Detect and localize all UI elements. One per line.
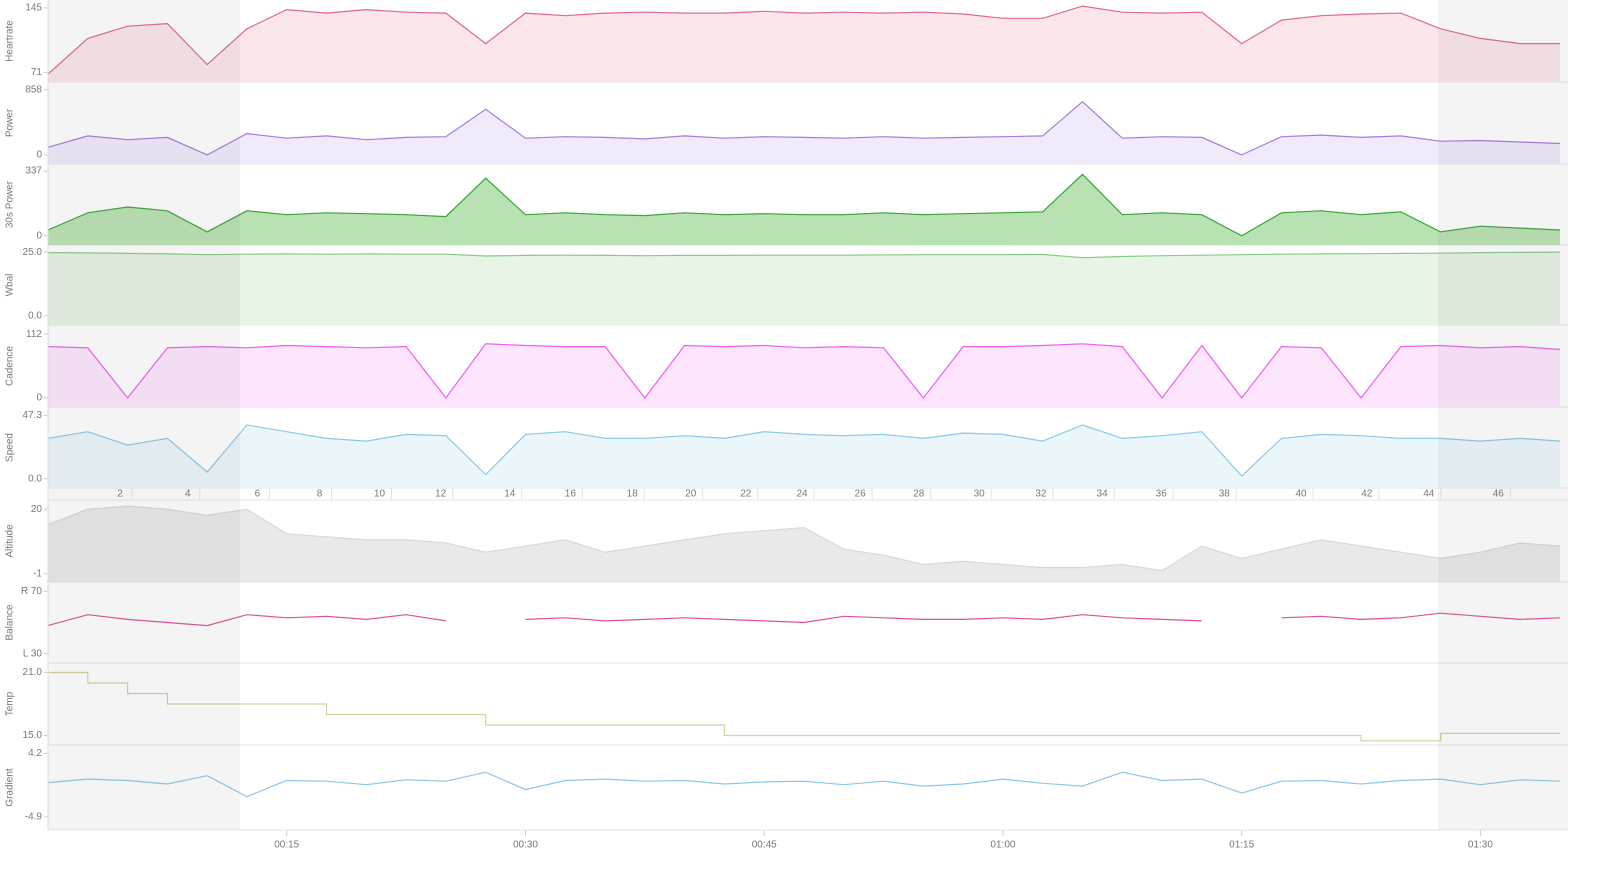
distance-tick-label: 6 bbox=[255, 489, 261, 500]
x-tick-label: 01:30 bbox=[1468, 840, 1493, 851]
y-axis-label: Wbal bbox=[5, 274, 16, 297]
series-line bbox=[47, 771, 1561, 798]
y-tick-label: -1 bbox=[33, 568, 42, 579]
distance-tick-label: 20 bbox=[685, 489, 697, 500]
distance-tick-label: 42 bbox=[1361, 489, 1373, 500]
distance-tick-label: 28 bbox=[913, 489, 925, 500]
unselected-region bbox=[1438, 0, 1568, 830]
y-tick-label: 71 bbox=[31, 67, 43, 78]
y-tick-label: 0 bbox=[36, 150, 42, 161]
distance-tick-label: 22 bbox=[740, 489, 752, 500]
series-line bbox=[1281, 612, 1561, 621]
distance-tick-label: 30 bbox=[974, 489, 986, 500]
y-tick-label: 112 bbox=[26, 329, 42, 340]
y-tick-label: 0 bbox=[36, 230, 42, 241]
distance-tick-label: 38 bbox=[1219, 489, 1231, 500]
area-fill bbox=[48, 252, 1560, 325]
y-tick-label: 337 bbox=[25, 166, 42, 177]
y-axis-label: Heartrate bbox=[5, 20, 16, 62]
area-fill bbox=[48, 174, 1560, 245]
distance-tick-label: 8 bbox=[317, 489, 323, 500]
y-tick-label: 4.2 bbox=[28, 748, 42, 759]
series-line bbox=[47, 251, 1561, 259]
y-axis-label: Gradient bbox=[5, 768, 16, 807]
series-line bbox=[47, 343, 1561, 399]
area-fill bbox=[48, 101, 1560, 164]
y-tick-label: L 30 bbox=[23, 648, 43, 659]
y-tick-label: 858 bbox=[25, 84, 42, 95]
area-fill bbox=[48, 506, 1560, 582]
y-axis-label: 30s Power bbox=[5, 180, 16, 228]
distance-tick-label: 34 bbox=[1097, 489, 1109, 500]
distance-tick-label: 4 bbox=[185, 489, 191, 500]
series-line bbox=[47, 424, 1561, 477]
y-tick-label: 21.0 bbox=[23, 667, 43, 678]
series-line bbox=[47, 614, 446, 627]
y-tick-label: 47.3 bbox=[23, 410, 43, 421]
distance-tick-label: 2 bbox=[117, 489, 123, 500]
y-axis-label: Altitude bbox=[5, 524, 16, 558]
unselected-region bbox=[48, 0, 240, 830]
y-axis-label: Balance bbox=[5, 604, 16, 641]
y-tick-label: 0.0 bbox=[28, 473, 42, 484]
y-tick-label: 25.0 bbox=[23, 247, 43, 258]
x-tick-label: 00:15 bbox=[274, 840, 299, 851]
series-line bbox=[47, 100, 1561, 156]
x-tick-label: 00:45 bbox=[752, 840, 777, 851]
area-fill bbox=[48, 343, 1560, 407]
distance-tick-label: 16 bbox=[565, 489, 577, 500]
series-line bbox=[47, 173, 1561, 237]
area-fill bbox=[48, 425, 1560, 488]
distance-tick-label: 40 bbox=[1295, 489, 1307, 500]
y-axis-label: Cadence bbox=[5, 346, 16, 386]
distance-tick-label: 18 bbox=[627, 489, 639, 500]
y-tick-label: 0 bbox=[36, 393, 42, 404]
distance-tick-label: 24 bbox=[796, 489, 808, 500]
y-axis-label: Power bbox=[5, 108, 16, 137]
area-fill bbox=[48, 6, 1560, 83]
y-tick-label: 0.0 bbox=[28, 310, 42, 321]
y-tick-label: 15.0 bbox=[23, 730, 43, 741]
y-axis-label: Speed bbox=[5, 433, 16, 462]
distance-tick-label: 10 bbox=[374, 489, 386, 500]
distance-tick-label: 12 bbox=[435, 489, 447, 500]
panels: Heartrate 145 71 Power 858 0 30s Power 337 0 Wbal… bbox=[5, 2, 1568, 851]
distance-tick-label: 14 bbox=[504, 489, 516, 500]
y-tick-label: R 70 bbox=[21, 586, 43, 597]
series-line bbox=[47, 505, 1561, 572]
series-line bbox=[47, 5, 1560, 75]
distance-tick-label: 36 bbox=[1156, 489, 1168, 500]
x-tick-label: 00:30 bbox=[513, 840, 538, 851]
distance-tick-label: 32 bbox=[1035, 489, 1047, 500]
series-line bbox=[48, 671, 1560, 742]
distance-tick-label: 46 bbox=[1493, 489, 1505, 500]
distance-tick-label: 44 bbox=[1423, 489, 1435, 500]
y-tick-label: 145 bbox=[25, 2, 42, 13]
distance-tick-label: 26 bbox=[855, 489, 867, 500]
y-tick-label: -4.9 bbox=[25, 811, 43, 822]
y-axis-label: Temp bbox=[5, 691, 16, 716]
series-line bbox=[525, 614, 1202, 624]
y-tick-label: 20 bbox=[31, 504, 43, 515]
x-tick-label: 01:00 bbox=[990, 840, 1015, 851]
x-tick-label: 01:15 bbox=[1229, 840, 1254, 851]
